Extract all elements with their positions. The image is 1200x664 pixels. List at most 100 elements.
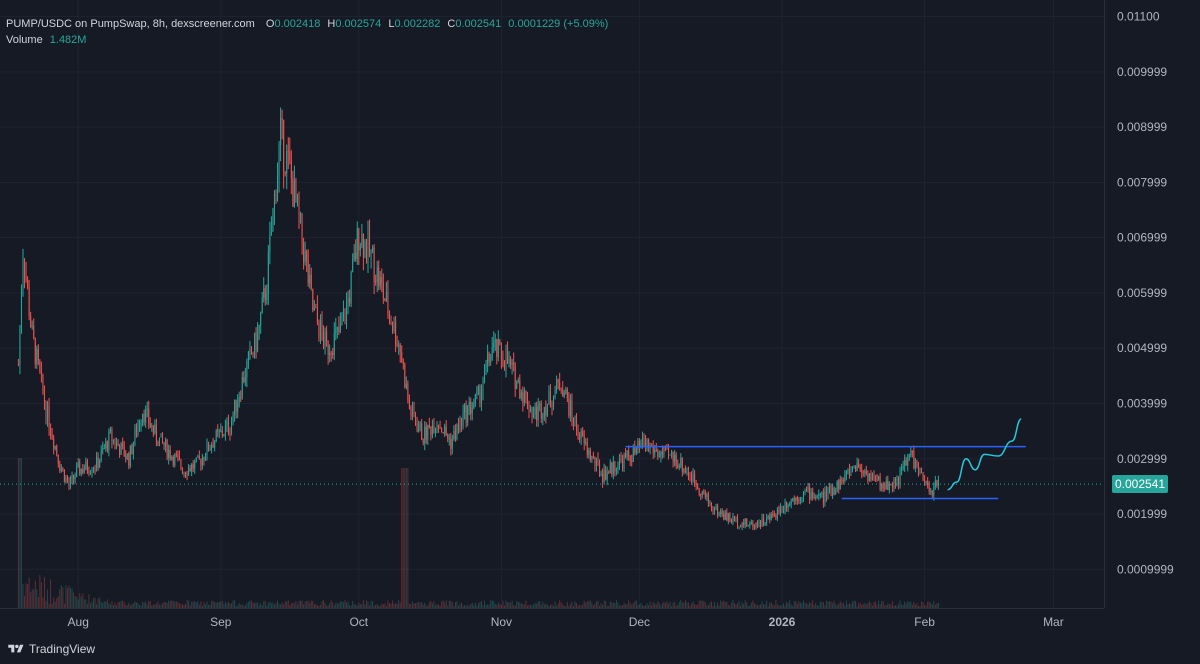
candle-body: [462, 412, 464, 426]
candle-body: [384, 298, 386, 301]
volume-bar: [379, 605, 381, 608]
volume-bar: [208, 604, 210, 608]
candle-body: [477, 386, 479, 392]
volume-bar: [398, 600, 400, 608]
volume-bar: [657, 601, 659, 608]
volume-bar: [925, 605, 927, 608]
candle-body: [503, 364, 505, 369]
candle-body: [618, 458, 620, 466]
candle-body: [786, 502, 788, 509]
candle-body: [927, 481, 929, 486]
candle-body: [608, 472, 610, 474]
candle-body: [605, 469, 607, 480]
volume-bar: [491, 600, 493, 608]
volume-bar: [203, 601, 205, 608]
candle-body: [658, 456, 660, 458]
candle-body: [841, 479, 843, 481]
volume-bar: [111, 601, 113, 608]
volume-bar: [185, 604, 187, 608]
candle-body: [718, 514, 720, 516]
volume-bar: [116, 605, 118, 608]
candle-body: [579, 438, 581, 440]
volume-bar: [868, 601, 870, 608]
candle-body: [899, 470, 901, 484]
volume-bar: [365, 600, 367, 608]
price-chart[interactable]: [0, 0, 1104, 608]
candle-body: [370, 250, 372, 255]
candle-body: [622, 459, 624, 469]
volume-bar: [816, 605, 818, 608]
tradingview-logo-icon: [8, 644, 24, 653]
candle-body: [408, 399, 410, 409]
candle-body: [198, 456, 200, 460]
volume-bar: [137, 603, 139, 608]
candle-body: [720, 511, 722, 515]
candle-body: [28, 287, 30, 317]
candle-body: [266, 294, 268, 301]
candle-body: [640, 441, 642, 447]
volume-bar: [198, 604, 200, 608]
volume-bar: [775, 600, 777, 608]
volume-bar: [260, 603, 262, 608]
volume-bar: [634, 601, 636, 608]
price-scale[interactable]: 0.01100 0.009999 0.008999 0.007999 0.006999 0…: [1104, 0, 1200, 608]
candle-body: [645, 441, 647, 447]
candle-body: [66, 477, 68, 483]
volume-bar: [937, 602, 939, 608]
candle-body: [830, 485, 832, 497]
time-scale[interactable]: Aug Sep Oct Nov Dec 2026 Feb Mar: [0, 608, 1104, 634]
volume-bar: [778, 605, 780, 608]
volume-bar: [79, 593, 81, 608]
candle-body: [586, 442, 588, 455]
volume-bar: [536, 603, 538, 608]
volume-bar: [497, 602, 499, 608]
volume-bar: [214, 602, 216, 608]
tradingview-brand[interactable]: TradingView: [8, 642, 95, 656]
volume-bar: [106, 599, 108, 608]
candle-body: [231, 421, 233, 434]
candle-body: [783, 509, 785, 512]
volume-bar: [427, 605, 429, 608]
volume-bar: [773, 605, 775, 608]
chart-area[interactable]: [0, 0, 1104, 608]
volume-bar: [390, 603, 392, 608]
volume-bar: [281, 602, 283, 608]
candle-body: [798, 500, 800, 502]
volume-bar: [720, 600, 722, 608]
candle-body: [569, 400, 571, 416]
candle-body: [211, 444, 213, 449]
candle-body: [257, 333, 259, 352]
candle-body: [850, 468, 852, 476]
volume-bar: [707, 604, 709, 608]
candle-body: [678, 465, 680, 468]
candle-body: [625, 454, 627, 458]
legend-low-value: 0.002282: [394, 18, 441, 30]
candle-body: [628, 451, 630, 457]
candle-body: [525, 391, 527, 395]
candle-body: [534, 406, 536, 415]
price-tick-label: 0.007999: [1117, 175, 1167, 189]
volume-bar: [378, 605, 380, 608]
volume-bar: [559, 600, 561, 608]
volume-bar: [594, 603, 596, 608]
legend-volume-row: Volume 1.482M: [6, 32, 608, 48]
volume-bar: [329, 603, 331, 608]
volume-bar: [718, 605, 720, 608]
candle-body: [237, 402, 239, 412]
volume-bar: [139, 604, 141, 608]
volume-bar: [698, 600, 700, 608]
candle-body: [894, 479, 896, 484]
volume-bar: [43, 576, 45, 608]
volume-bar: [842, 602, 844, 608]
candle-body: [589, 450, 591, 461]
volume-bar: [678, 602, 680, 608]
candle-body: [740, 526, 742, 528]
volume-bar: [505, 600, 507, 608]
price-tick-label: 0.0009999: [1117, 562, 1174, 576]
candle-body: [91, 471, 93, 473]
candle-body: [34, 337, 36, 365]
volume-bar: [180, 604, 182, 608]
volume-bar: [666, 600, 668, 608]
volume-bar: [330, 600, 332, 608]
candle-body: [528, 408, 530, 413]
